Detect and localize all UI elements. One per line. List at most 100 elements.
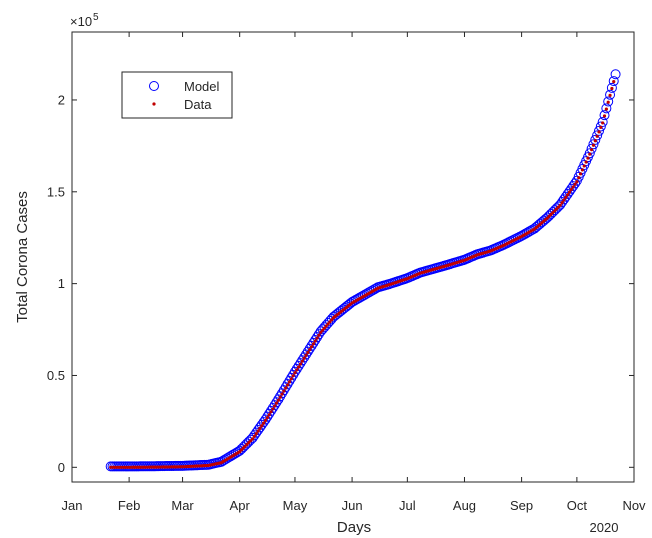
x-tick-label: May xyxy=(283,498,308,513)
model-point xyxy=(606,82,617,93)
data-point xyxy=(269,410,273,414)
model-point xyxy=(282,379,293,390)
data-point xyxy=(274,401,279,405)
data-point xyxy=(586,156,590,160)
model-point xyxy=(299,352,310,363)
x-tick-label: Jan xyxy=(62,498,83,513)
data-point xyxy=(280,392,284,396)
data-point xyxy=(287,380,292,384)
model-point xyxy=(289,366,300,377)
data-point xyxy=(577,176,581,180)
data-point xyxy=(309,345,314,349)
model-point xyxy=(253,425,264,436)
model-point xyxy=(562,189,573,200)
data-point xyxy=(566,193,570,197)
y-axis-title: Total Corona Cases xyxy=(14,191,31,323)
model-point xyxy=(258,417,269,428)
data-point xyxy=(330,318,334,322)
model-point xyxy=(610,69,621,80)
data-point xyxy=(291,374,295,378)
model-point xyxy=(599,110,610,121)
data-point xyxy=(285,383,290,387)
data-point xyxy=(593,139,597,143)
data-point xyxy=(262,421,266,425)
data-point xyxy=(584,160,588,164)
year-label: 2020 xyxy=(590,520,619,535)
data-point xyxy=(608,93,612,97)
y-exponent-power: 5 xyxy=(93,12,99,23)
data-point xyxy=(591,143,596,147)
model-point xyxy=(549,205,560,216)
model-point xyxy=(595,121,606,132)
y-tick-label: 0.5 xyxy=(47,368,65,383)
data-point xyxy=(260,424,264,428)
model-point xyxy=(240,440,251,451)
model-point xyxy=(288,369,299,380)
model-point xyxy=(597,117,608,127)
legend-marker-model xyxy=(149,81,159,91)
data-point xyxy=(578,172,583,176)
data-point xyxy=(612,79,616,84)
model-point xyxy=(262,411,273,422)
model-point xyxy=(308,337,319,348)
model-point xyxy=(271,397,282,408)
model-point xyxy=(547,207,558,217)
data-point xyxy=(311,342,315,346)
model-point xyxy=(544,210,555,221)
axis-ticks: Jan Feb Mar Apr May Jun Jul Aug Sep Oct Nov 0 0.5 1 1.… xyxy=(47,32,646,513)
model-point xyxy=(551,203,562,214)
model-point xyxy=(266,405,277,416)
model-point xyxy=(251,427,262,438)
plot-area-frame xyxy=(71,31,635,483)
legend-box xyxy=(121,71,233,119)
data-point xyxy=(298,362,303,366)
model-point xyxy=(280,382,291,393)
data-point xyxy=(604,107,608,111)
model-point xyxy=(304,343,315,354)
data-point xyxy=(595,134,599,138)
data-point xyxy=(564,195,568,199)
data-point xyxy=(580,168,585,172)
data-point xyxy=(300,359,304,363)
data-point xyxy=(590,148,594,152)
model-point xyxy=(601,103,612,114)
data-point xyxy=(304,353,308,357)
data-point xyxy=(302,356,306,360)
x-tick-label: Mar xyxy=(171,498,194,513)
model-point xyxy=(277,388,288,399)
model-point xyxy=(557,197,568,207)
model-point xyxy=(605,89,616,100)
chart-marks xyxy=(105,69,621,472)
data-point xyxy=(573,182,577,186)
data-point xyxy=(606,100,610,104)
model-point xyxy=(236,443,247,454)
model-point xyxy=(291,363,302,374)
data-point xyxy=(582,164,586,168)
model-point xyxy=(301,349,312,360)
data-point xyxy=(320,328,325,332)
model-point xyxy=(588,139,599,150)
data-point xyxy=(315,336,319,340)
x-axis-title: Days xyxy=(337,519,371,536)
model-point xyxy=(273,394,284,405)
x-tick-label: Sep xyxy=(510,498,533,513)
data-point xyxy=(273,404,277,408)
model-point xyxy=(555,199,566,210)
data-point xyxy=(558,203,562,207)
data-point xyxy=(602,114,607,118)
model-point xyxy=(538,215,549,226)
model-point xyxy=(540,214,551,225)
data-point xyxy=(258,426,262,430)
data-point xyxy=(597,130,601,134)
model-point xyxy=(243,436,254,447)
model-point xyxy=(249,430,260,441)
data-point xyxy=(254,431,258,436)
x-tick-label: Aug xyxy=(453,498,476,513)
data-point xyxy=(601,121,605,125)
data-point xyxy=(562,198,566,202)
model-point xyxy=(297,355,308,366)
data-point xyxy=(276,398,280,402)
data-point xyxy=(306,350,310,355)
model-point xyxy=(275,391,286,402)
